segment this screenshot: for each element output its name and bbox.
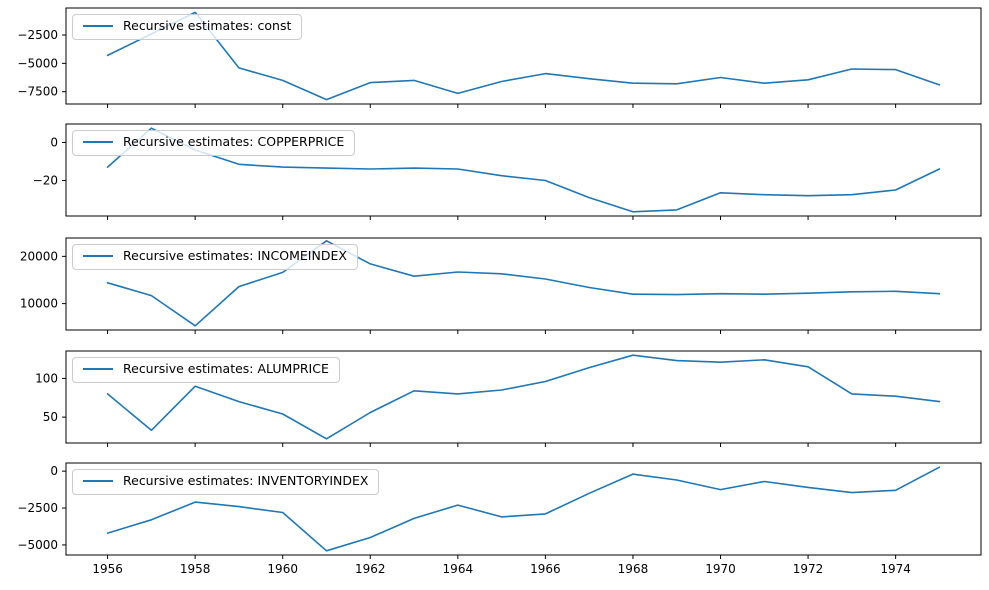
legend-line-sample bbox=[83, 25, 113, 28]
legend-line-sample bbox=[83, 255, 113, 258]
series-line-3 bbox=[106, 240, 941, 327]
x-tick-label: 1968 bbox=[618, 562, 649, 576]
x-tick-label: 1962 bbox=[355, 562, 386, 576]
y-tick-label: 100 bbox=[35, 371, 58, 385]
x-tick-label: 1966 bbox=[530, 562, 561, 576]
subplot-3: 20000 10000 bbox=[20, 237, 982, 334]
legend-const: Recursive estimates: const bbox=[72, 14, 303, 40]
plot-area-5 bbox=[65, 462, 982, 556]
y-tick-label: 50 bbox=[43, 410, 58, 424]
legend-alumprice: Recursive estimates: ALUMPRICE bbox=[72, 357, 340, 383]
y-tick-label: −5000 bbox=[17, 56, 58, 70]
legend-line-sample bbox=[83, 141, 113, 144]
legend-label: Recursive estimates: ALUMPRICE bbox=[123, 361, 329, 376]
x-tick-label: 1958 bbox=[180, 562, 211, 576]
legend-inventoryindex: Recursive estimates: INVENTORYINDEX bbox=[72, 469, 380, 495]
y-tick-label: 10000 bbox=[20, 297, 58, 311]
series-line-2 bbox=[106, 127, 941, 213]
series-line-1 bbox=[106, 11, 941, 101]
legend-line-sample bbox=[83, 368, 113, 371]
legend-label: Recursive estimates: const bbox=[123, 18, 292, 33]
series-line-5 bbox=[106, 466, 941, 552]
x-tick-label: 1964 bbox=[443, 562, 474, 576]
plot-area-3 bbox=[65, 237, 982, 331]
y-tick-label: −2500 bbox=[17, 28, 58, 42]
y-tick-label: 20000 bbox=[20, 249, 58, 263]
subplot-1: −2500 −5000 −7500 bbox=[17, 7, 982, 108]
plot-area-4 bbox=[65, 350, 982, 444]
y-tick-label: 0 bbox=[50, 135, 58, 149]
y-tick-label: −5000 bbox=[17, 538, 58, 552]
x-tick-label: 1970 bbox=[705, 562, 736, 576]
y-tick-label: −20 bbox=[33, 173, 58, 187]
series-line-4 bbox=[106, 354, 941, 440]
y-tick-label: −2500 bbox=[17, 501, 58, 515]
y-tick-label: 0 bbox=[50, 464, 58, 478]
x-tick-label: 1972 bbox=[793, 562, 824, 576]
subplot-2: 0 −20 bbox=[33, 123, 982, 220]
y-tick-label: −7500 bbox=[17, 85, 58, 99]
legend-label: Recursive estimates: COPPERPRICE bbox=[123, 134, 345, 149]
legend-copperprice: Recursive estimates: COPPERPRICE bbox=[72, 130, 356, 156]
x-tick-label: 1956 bbox=[92, 562, 123, 576]
legend-line-sample bbox=[83, 480, 113, 483]
x-tick-label: 1960 bbox=[267, 562, 298, 576]
x-tick-label: 1974 bbox=[880, 562, 911, 576]
legend-label: Recursive estimates: INCOMEINDEX bbox=[123, 248, 347, 263]
subplot-4: 100 50 bbox=[35, 350, 982, 447]
legend-label: Recursive estimates: INVENTORYINDEX bbox=[123, 473, 369, 488]
plot-area-2 bbox=[65, 123, 982, 217]
subplot-5: 0 −2500 −5000 1956 1958 1960 1962 1964 1966 1968 1… bbox=[17, 462, 982, 576]
legend-incomeindex: Recursive estimates: INCOMEINDEX bbox=[72, 244, 358, 270]
plot-area-1 bbox=[65, 7, 982, 105]
